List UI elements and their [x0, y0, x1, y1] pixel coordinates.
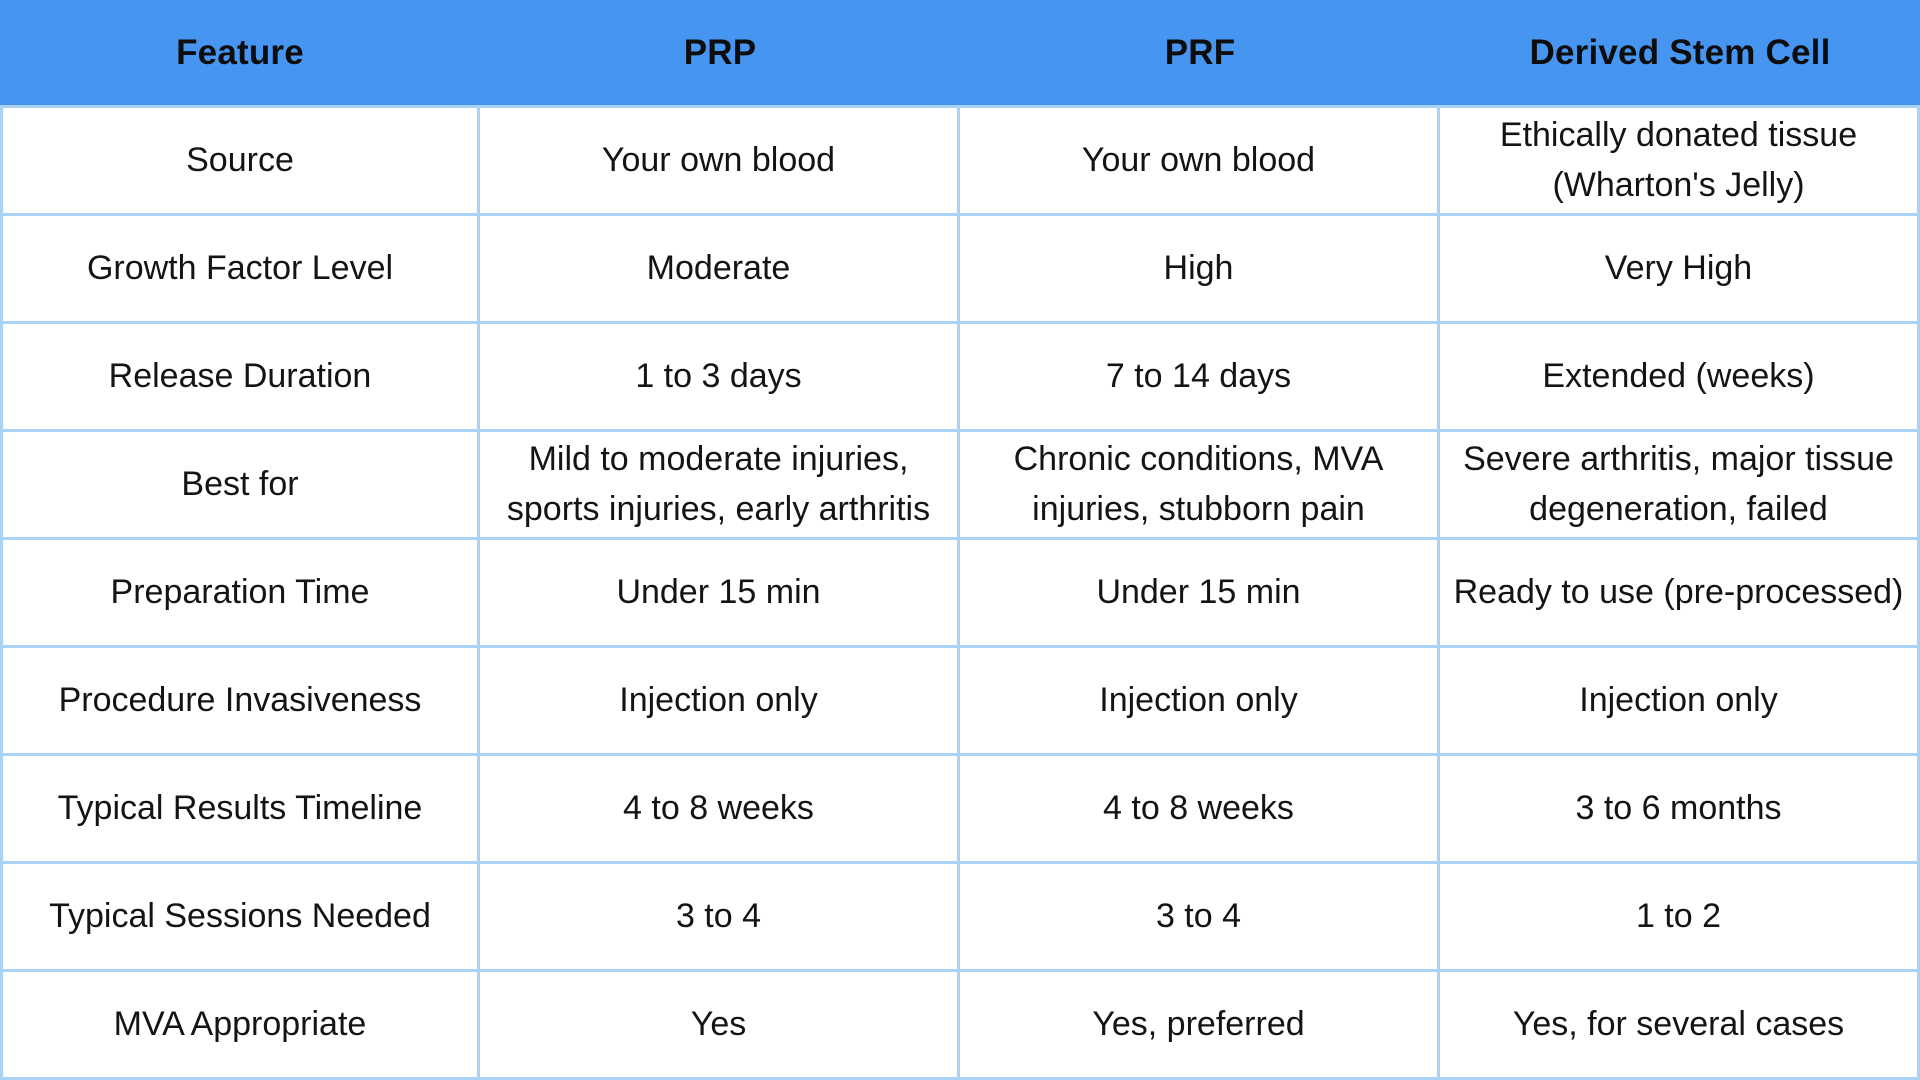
feature-label: Release Duration [0, 324, 480, 432]
table-row-source: Source Your own blood Your own blood Eth… [0, 108, 1920, 216]
table-row-release-duration: Release Duration 1 to 3 days 7 to 14 day… [0, 324, 1920, 432]
table-row-best-for: Best for Mild to moderate injuries, spor… [0, 432, 1920, 540]
table-row-preparation-time: Preparation Time Under 15 min Under 15 m… [0, 540, 1920, 648]
cell-stem: Ethically donated tissue (Wharton's Jell… [1440, 108, 1920, 216]
cell-prp: Mild to moderate injuries, sports injuri… [480, 432, 960, 540]
feature-label: Best for [0, 432, 480, 540]
table-row-procedure-invasiveness: Procedure Invasiveness Injection only In… [0, 648, 1920, 756]
cell-prf: Yes, preferred [960, 972, 1440, 1080]
cell-prp: 3 to 4 [480, 864, 960, 972]
header-cell-feature: Feature [0, 0, 480, 108]
feature-label: Source [0, 108, 480, 216]
cell-stem: 3 to 6 months [1440, 756, 1920, 864]
cell-stem: Ready to use (pre-processed) [1440, 540, 1920, 648]
cell-prf: Under 15 min [960, 540, 1440, 648]
cell-stem: Injection only [1440, 648, 1920, 756]
cell-prf: 4 to 8 weeks [960, 756, 1440, 864]
cell-prf: Chronic conditions, MVA injuries, stubbo… [960, 432, 1440, 540]
cell-prf: 7 to 14 days [960, 324, 1440, 432]
cell-prf: Injection only [960, 648, 1440, 756]
cell-prp: Under 15 min [480, 540, 960, 648]
cell-prp: Yes [480, 972, 960, 1080]
header-cell-prp: PRP [480, 0, 960, 108]
cell-prf: High [960, 216, 1440, 324]
table-row-growth-factor-level: Growth Factor Level Moderate High Very H… [0, 216, 1920, 324]
feature-label: Growth Factor Level [0, 216, 480, 324]
table-row-mva-appropriate: MVA Appropriate Yes Yes, preferred Yes, … [0, 972, 1920, 1080]
feature-label: Preparation Time [0, 540, 480, 648]
feature-label: Typical Sessions Needed [0, 864, 480, 972]
cell-stem: Yes, for several cases [1440, 972, 1920, 1080]
cell-prf: 3 to 4 [960, 864, 1440, 972]
cell-stem: Very High [1440, 216, 1920, 324]
table-row-typical-sessions-needed: Typical Sessions Needed 3 to 4 3 to 4 1 … [0, 864, 1920, 972]
cell-stem: 1 to 2 [1440, 864, 1920, 972]
table-row-typical-results-timeline: Typical Results Timeline 4 to 8 weeks 4 … [0, 756, 1920, 864]
cell-prp: Moderate [480, 216, 960, 324]
feature-label: Procedure Invasiveness [0, 648, 480, 756]
header-cell-derived-stem-cell: Derived Stem Cell [1440, 0, 1920, 108]
cell-prp: Your own blood [480, 108, 960, 216]
cell-prp: 4 to 8 weeks [480, 756, 960, 864]
header-row: Feature PRP PRF Derived Stem Cell [0, 0, 1920, 108]
feature-label: MVA Appropriate [0, 972, 480, 1080]
feature-label: Typical Results Timeline [0, 756, 480, 864]
cell-prf: Your own blood [960, 108, 1440, 216]
cell-prp: Injection only [480, 648, 960, 756]
cell-stem: Extended (weeks) [1440, 324, 1920, 432]
header-cell-prf: PRF [960, 0, 1440, 108]
cell-prp: 1 to 3 days [480, 324, 960, 432]
cell-stem: Severe arthritis, major tissue degenerat… [1440, 432, 1920, 540]
